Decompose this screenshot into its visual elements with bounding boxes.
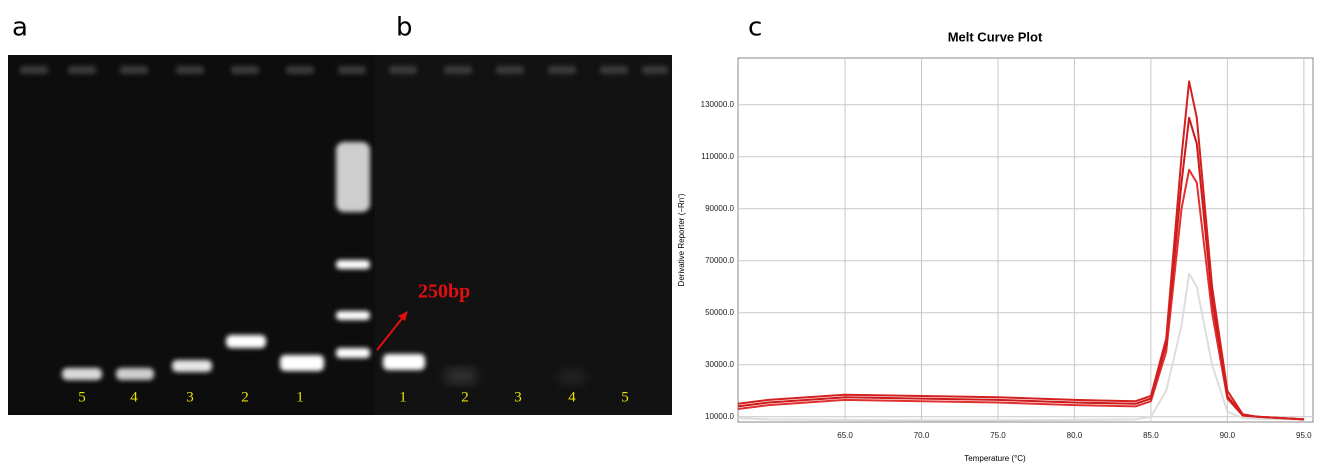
gel-image (8, 55, 672, 415)
panel-letter: c (748, 13, 762, 43)
y-tick-label: 10000.0 (705, 412, 734, 421)
lane-label: 2 (241, 389, 249, 405)
panel-letter: a (12, 13, 28, 43)
melt-curve (737, 116, 1304, 421)
lane-label: 3 (514, 389, 522, 405)
lane-label: 5 (78, 389, 86, 405)
melt-curve (737, 168, 1304, 421)
y-tick-label: 110000.0 (701, 152, 734, 161)
x-axis-label: Temperature (°C) (964, 454, 1026, 463)
melt-curve (737, 272, 1304, 422)
lane-label: 1 (296, 389, 304, 405)
x-tick-label: 85.0 (1143, 431, 1159, 440)
x-tick-label: 90.0 (1220, 431, 1236, 440)
lane-label: 4 (130, 389, 138, 405)
panel-letter: b (396, 13, 413, 43)
lane-label: 2 (461, 389, 469, 405)
x-tick-label: 70.0 (914, 431, 930, 440)
melt-curve (737, 80, 1304, 421)
y-tick-label: 90000.0 (705, 204, 734, 213)
lane-label: 3 (186, 389, 194, 405)
y-tick-label: 30000.0 (705, 360, 734, 369)
y-tick-label: 50000.0 (705, 308, 734, 317)
x-tick-label: 75.0 (990, 431, 1006, 440)
y-tick-label: 130000.0 (701, 100, 735, 109)
plot-area (737, 57, 1314, 423)
chart-title: Melt Curve Plot (948, 29, 1043, 44)
lane-label: 1 (399, 389, 407, 405)
x-tick-label: 80.0 (1067, 431, 1083, 440)
y-tick-label: 70000.0 (705, 256, 734, 265)
x-tick-label: 65.0 (837, 431, 853, 440)
lane-label: 5 (621, 389, 629, 405)
y-axis-label: Derivative Reporter (−Rn') (677, 193, 686, 286)
lane-label: 4 (568, 389, 576, 405)
size-annotation: 250bp (418, 281, 470, 303)
x-tick-label: 95.0 (1296, 431, 1312, 440)
